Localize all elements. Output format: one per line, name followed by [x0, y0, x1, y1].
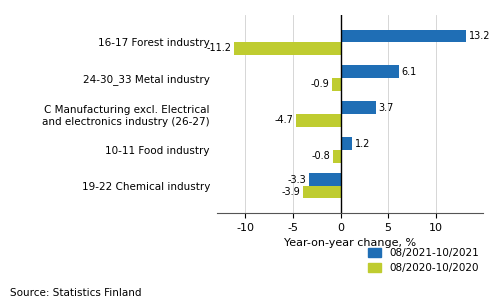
Bar — [341, 102, 376, 114]
Bar — [309, 173, 341, 186]
Bar — [296, 114, 341, 126]
Text: 1.2: 1.2 — [355, 139, 370, 149]
Bar — [333, 150, 341, 163]
Text: -0.8: -0.8 — [311, 151, 330, 161]
Bar — [304, 186, 341, 199]
Text: -3.3: -3.3 — [287, 174, 306, 185]
Text: -0.9: -0.9 — [311, 79, 329, 89]
Text: 6.1: 6.1 — [401, 67, 417, 77]
Text: -3.9: -3.9 — [282, 187, 301, 197]
Bar — [341, 137, 352, 150]
X-axis label: Year-on-year change, %: Year-on-year change, % — [284, 238, 416, 248]
Text: -11.2: -11.2 — [206, 43, 231, 54]
Text: -4.7: -4.7 — [274, 115, 293, 125]
Legend: 08/2021-10/2021, 08/2020-10/2020: 08/2021-10/2021, 08/2020-10/2020 — [364, 244, 483, 278]
Text: Source: Statistics Finland: Source: Statistics Finland — [10, 288, 141, 298]
Bar — [341, 29, 466, 42]
Bar — [332, 78, 341, 91]
Text: 3.7: 3.7 — [379, 103, 394, 113]
Text: 13.2: 13.2 — [469, 31, 491, 41]
Bar — [234, 42, 341, 55]
Bar — [341, 65, 398, 78]
